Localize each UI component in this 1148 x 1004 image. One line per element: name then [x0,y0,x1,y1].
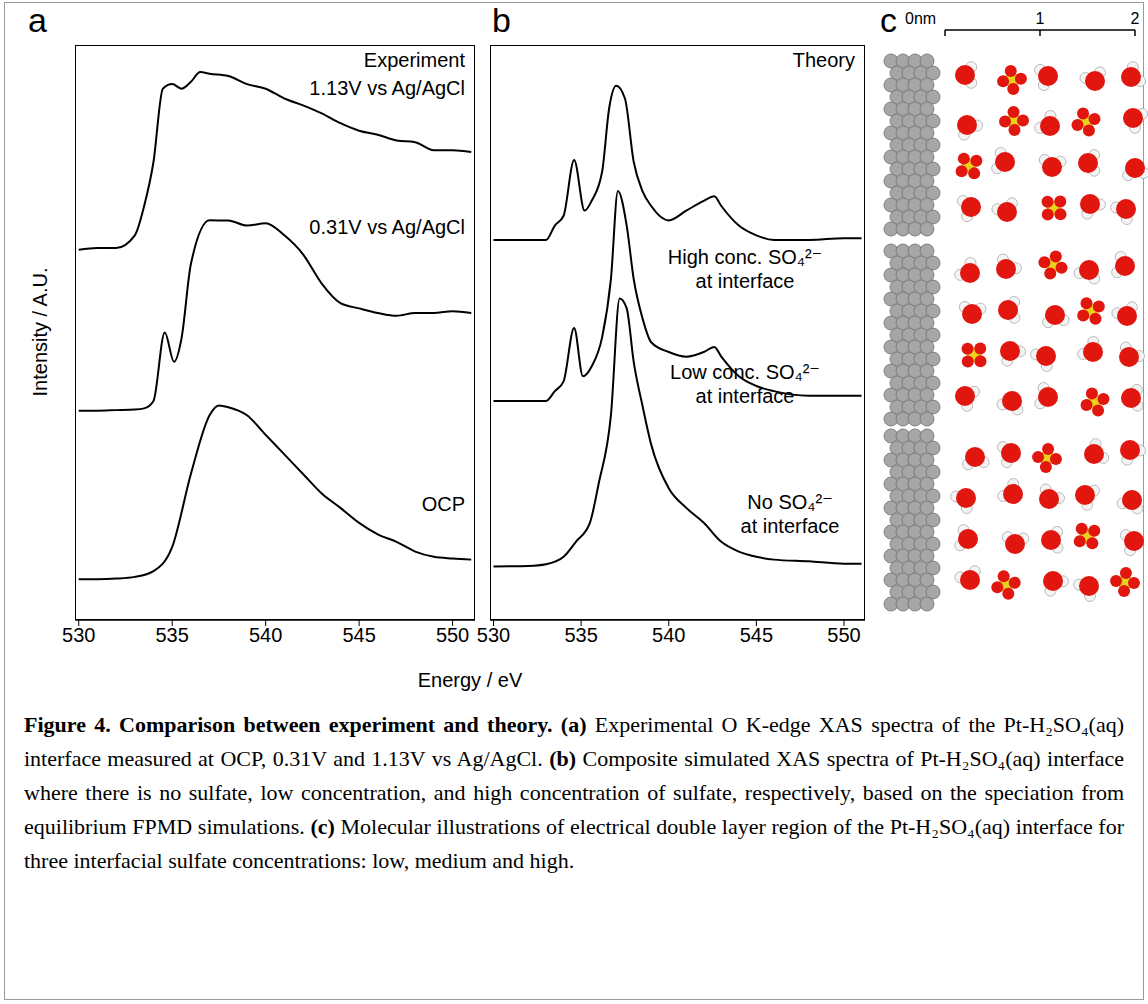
svg-text:550: 550 [436,624,469,646]
svg-text:1: 1 [1036,10,1045,27]
html-text:OCP: OCP [421,493,465,515]
svg-text:530: 530 [62,624,95,646]
html-text:0.31V vs Ag/AgCl: 0.31V vs Ag/AgCl [309,216,465,238]
html-text:Figure 4. Comparison between e: Figure 4. Comparison between experiment … [24,712,1124,873]
svg-text:2: 2 [1131,10,1140,27]
svg-text:545: 545 [740,624,773,646]
svg-text:540: 540 [652,624,685,646]
html-text:No SO₄²⁻: No SO₄²⁻ [747,491,833,513]
svg-text:535: 535 [564,624,597,646]
html-text:at interface: at interface [740,515,840,537]
html-text:at interface: at interface [695,385,795,407]
html-text:Energy / eV: Energy / eV [417,669,523,691]
svg-text:550: 550 [827,624,860,646]
svg-text:540: 540 [249,624,282,646]
svg-text:545: 545 [342,624,375,646]
svg-text:530: 530 [477,624,510,646]
html-text:High conc. SO₄²⁻: High conc. SO₄²⁻ [667,246,823,268]
svg-text:c: c [880,1,897,39]
svg-text:0nm: 0nm [905,10,936,27]
html-text:Low conc. SO₄²⁻: Low conc. SO₄²⁻ [670,361,820,383]
html-text:Theory: Theory [792,49,855,71]
html-text:Experiment: Experiment [363,49,465,71]
html-text:a: a [28,1,47,39]
html-text:1.13V vs Ag/AgCl: 1.13V vs Ag/AgCl [309,77,465,99]
html-text:Intensity / A.U.: Intensity / A.U. [29,267,51,397]
html-text:at interface: at interface [695,270,795,292]
svg-text:535: 535 [156,624,189,646]
html-text:b: b [492,1,511,39]
